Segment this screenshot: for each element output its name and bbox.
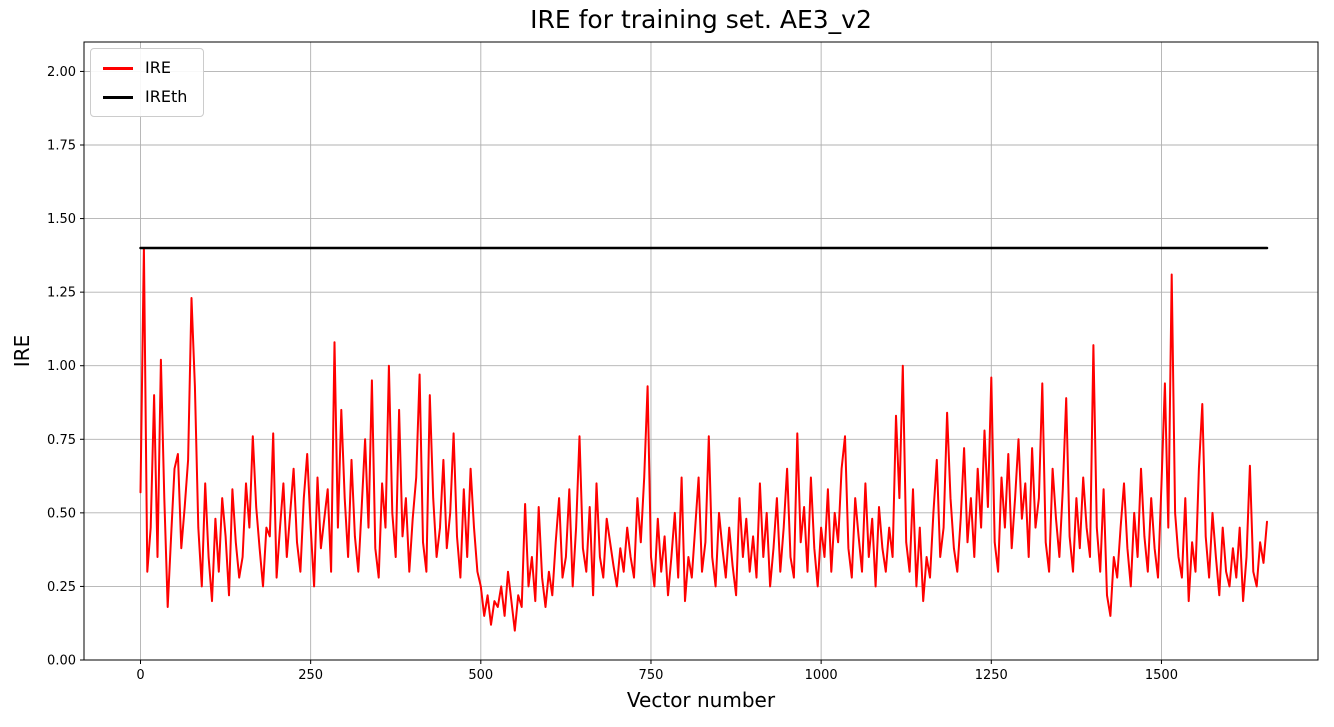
legend-label-ire: IRE xyxy=(145,58,171,77)
y-tick-label: 1.25 xyxy=(47,286,76,301)
y-tick-label: 0.25 xyxy=(47,580,76,595)
series-line-ire xyxy=(139,247,1268,632)
x-axis-label: Vector number xyxy=(626,688,776,712)
y-axis-label: IRE xyxy=(10,334,34,368)
x-tick-label: 500 xyxy=(468,668,493,683)
y-tick-label: 1.75 xyxy=(47,139,76,154)
x-tick-label: 250 xyxy=(298,668,323,683)
x-tick-label: 1500 xyxy=(1145,668,1178,683)
x-tick-label: 750 xyxy=(639,668,664,683)
x-tick-label: 1250 xyxy=(975,668,1008,683)
y-tick-label: 2.00 xyxy=(47,65,76,80)
y-tick-label: 1.50 xyxy=(47,212,76,227)
y-tick-label: 1.00 xyxy=(47,359,76,374)
ire-line-swatch xyxy=(103,66,133,70)
y-tick-label: 0.75 xyxy=(47,433,76,448)
x-tick-label: 0 xyxy=(136,668,144,683)
y-tick-label: 0.50 xyxy=(47,506,76,521)
chart-title: IRE for training set. AE3_v2 xyxy=(530,5,872,34)
y-tick-label: 0.00 xyxy=(47,654,76,669)
plot-border xyxy=(83,41,1319,661)
ireth-line-swatch xyxy=(103,95,133,99)
legend-item-ireth: IREth xyxy=(103,87,187,107)
x-tick-label: 1000 xyxy=(805,668,838,683)
legend: IRE IREth xyxy=(90,48,205,117)
legend-label-ireth: IREth xyxy=(145,87,188,106)
legend-item-ire: IRE xyxy=(103,58,187,78)
